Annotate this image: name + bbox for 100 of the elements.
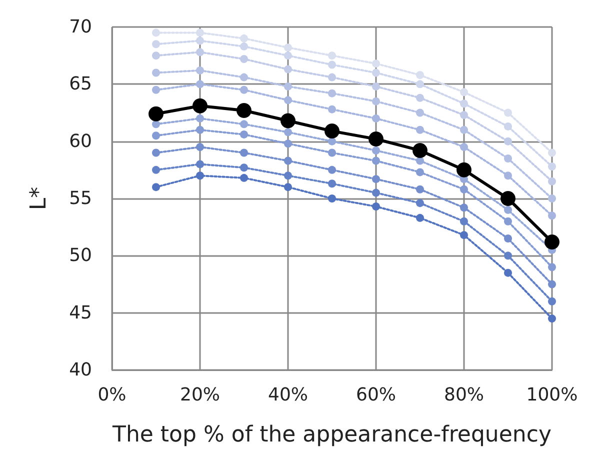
x-tick-label: 0% bbox=[98, 384, 126, 406]
y-tick-label: 50 bbox=[69, 245, 92, 266]
y-axis-title: L* bbox=[26, 186, 52, 210]
point bbox=[240, 174, 248, 182]
point bbox=[548, 297, 556, 306]
y-tick-label: 60 bbox=[69, 130, 92, 152]
point bbox=[240, 164, 248, 172]
point bbox=[240, 120, 248, 128]
point bbox=[500, 191, 516, 206]
point bbox=[148, 106, 164, 122]
point bbox=[504, 252, 512, 260]
point bbox=[416, 199, 424, 208]
point bbox=[328, 180, 336, 188]
point bbox=[372, 60, 380, 68]
point bbox=[548, 280, 556, 288]
y-tick-label: 45 bbox=[69, 302, 92, 324]
point bbox=[460, 143, 468, 152]
point bbox=[416, 126, 424, 134]
point bbox=[284, 128, 292, 136]
point bbox=[504, 108, 512, 117]
point bbox=[548, 263, 556, 272]
point bbox=[284, 140, 292, 148]
point bbox=[504, 122, 512, 130]
point bbox=[372, 82, 380, 90]
point bbox=[152, 183, 160, 192]
y-tick-label: 55 bbox=[69, 188, 92, 209]
point bbox=[328, 52, 336, 60]
point bbox=[548, 162, 556, 170]
point bbox=[504, 234, 512, 243]
point bbox=[328, 105, 336, 114]
point bbox=[416, 71, 424, 80]
point bbox=[196, 126, 204, 134]
point bbox=[240, 55, 248, 64]
point bbox=[240, 148, 248, 157]
point bbox=[240, 86, 248, 94]
point bbox=[372, 68, 380, 77]
point bbox=[196, 36, 204, 45]
point bbox=[328, 60, 336, 69]
point bbox=[460, 185, 468, 194]
point bbox=[152, 28, 160, 37]
point bbox=[328, 89, 336, 98]
x-tick-label: 60% bbox=[356, 384, 396, 406]
point bbox=[368, 132, 384, 147]
point bbox=[328, 137, 336, 146]
point bbox=[456, 162, 472, 178]
point bbox=[284, 82, 292, 90]
point bbox=[460, 217, 468, 226]
point bbox=[196, 172, 204, 180]
point bbox=[152, 40, 160, 48]
point bbox=[460, 204, 468, 212]
point bbox=[504, 172, 512, 180]
point bbox=[196, 48, 204, 56]
point bbox=[416, 168, 424, 176]
point bbox=[284, 44, 292, 52]
point bbox=[372, 188, 380, 197]
point bbox=[416, 185, 424, 194]
point bbox=[152, 86, 160, 94]
point bbox=[152, 132, 160, 140]
point bbox=[328, 194, 336, 202]
point bbox=[460, 88, 468, 96]
point bbox=[548, 194, 556, 202]
point bbox=[284, 183, 292, 192]
point bbox=[152, 166, 160, 174]
point bbox=[460, 231, 468, 240]
point bbox=[280, 113, 296, 128]
point bbox=[416, 94, 424, 102]
point bbox=[196, 66, 204, 74]
point bbox=[152, 68, 160, 77]
point bbox=[460, 111, 468, 120]
point bbox=[544, 234, 560, 250]
point bbox=[416, 108, 424, 117]
y-tick-label: 65 bbox=[69, 74, 92, 95]
point bbox=[328, 148, 336, 157]
point bbox=[548, 177, 556, 186]
point bbox=[460, 100, 468, 108]
point bbox=[372, 146, 380, 154]
point bbox=[284, 65, 292, 74]
point bbox=[196, 28, 204, 37]
point bbox=[240, 42, 248, 50]
point bbox=[196, 80, 204, 88]
point bbox=[284, 172, 292, 180]
point bbox=[504, 154, 512, 162]
point bbox=[328, 166, 336, 174]
point bbox=[196, 160, 204, 168]
point bbox=[372, 156, 380, 165]
y-tick-label: 70 bbox=[69, 16, 92, 38]
point bbox=[372, 202, 380, 210]
point bbox=[372, 114, 380, 122]
point bbox=[240, 130, 248, 138]
point bbox=[324, 124, 340, 139]
x-axis-title: The top % of the appearance-frequency bbox=[112, 422, 552, 448]
y-tick-label: 40 bbox=[69, 360, 92, 380]
point bbox=[504, 137, 512, 146]
point bbox=[328, 73, 336, 82]
point bbox=[284, 96, 292, 104]
point bbox=[416, 80, 424, 88]
point bbox=[196, 143, 204, 152]
point bbox=[196, 114, 204, 122]
point bbox=[548, 148, 556, 157]
point bbox=[372, 175, 380, 184]
